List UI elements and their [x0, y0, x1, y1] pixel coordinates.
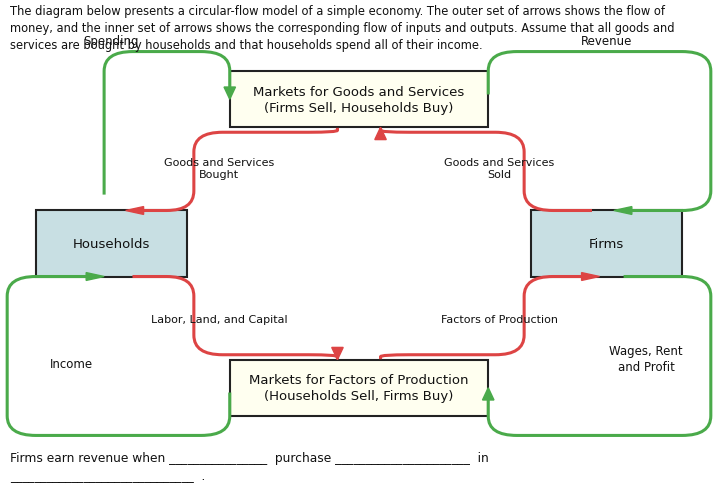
Polygon shape: [332, 347, 343, 360]
Text: Markets for Factors of Production
(Households Sell, Firms Buy): Markets for Factors of Production (House…: [249, 373, 469, 403]
FancyBboxPatch shape: [531, 211, 682, 277]
Polygon shape: [375, 128, 386, 141]
Polygon shape: [582, 273, 600, 281]
Text: Income: Income: [50, 357, 93, 370]
Text: Revenue: Revenue: [581, 35, 633, 48]
Text: Households: Households: [73, 238, 150, 250]
Text: Factors of Production: Factors of Production: [441, 315, 557, 325]
Polygon shape: [482, 388, 494, 400]
Polygon shape: [86, 273, 104, 281]
Text: Goods and Services
Sold: Goods and Services Sold: [444, 157, 554, 180]
Text: Wages, Rent
and Profit: Wages, Rent and Profit: [610, 344, 683, 373]
Text: Labor, Land, and Capital: Labor, Land, and Capital: [151, 315, 287, 325]
FancyBboxPatch shape: [230, 360, 488, 416]
FancyBboxPatch shape: [36, 211, 187, 277]
Text: The diagram below presents a circular-flow model of a simple economy. The outer : The diagram below presents a circular-fl…: [10, 5, 674, 52]
FancyBboxPatch shape: [230, 72, 488, 128]
Text: Firms earn revenue when ________________  purchase ______________________  in: Firms earn revenue when ________________…: [10, 451, 489, 464]
Text: Markets for Goods and Services
(Firms Sell, Households Buy): Markets for Goods and Services (Firms Se…: [253, 85, 465, 115]
Polygon shape: [224, 88, 236, 100]
Polygon shape: [614, 207, 632, 215]
Text: Goods and Services
Bought: Goods and Services Bought: [164, 157, 274, 180]
Polygon shape: [126, 207, 144, 215]
Text: Spending: Spending: [83, 35, 139, 48]
Text: ______________________________  .: ______________________________ .: [10, 469, 205, 482]
Text: Firms: Firms: [589, 238, 625, 250]
